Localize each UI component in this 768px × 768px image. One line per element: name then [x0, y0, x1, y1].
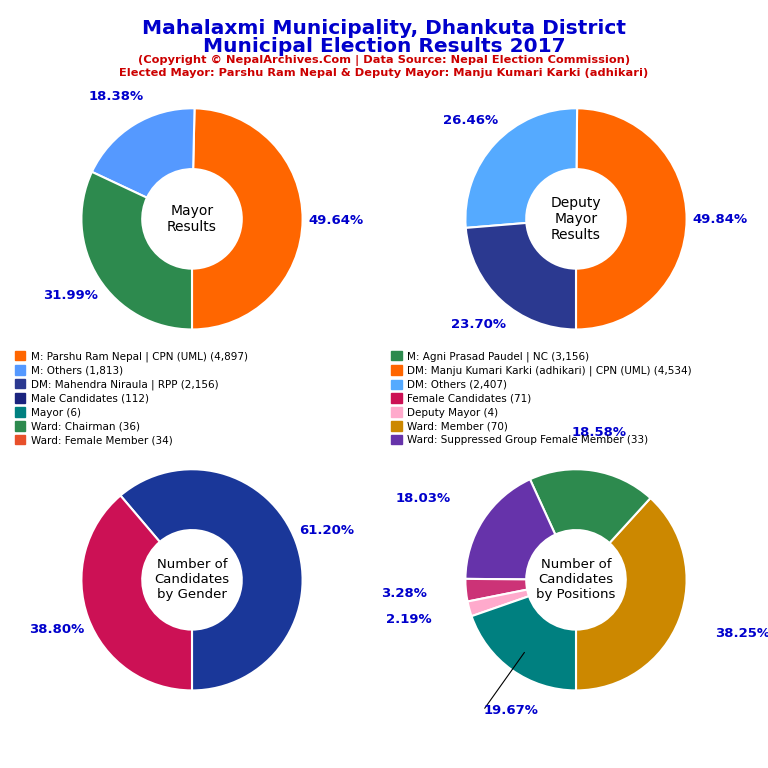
- Text: 19.67%: 19.67%: [483, 704, 538, 717]
- Wedge shape: [576, 108, 687, 329]
- Text: 26.46%: 26.46%: [443, 114, 498, 127]
- Wedge shape: [121, 469, 303, 690]
- Wedge shape: [465, 479, 555, 579]
- Text: Elected Mayor: Parshu Ram Nepal & Deputy Mayor: Manju Kumari Karki (adhikari): Elected Mayor: Parshu Ram Nepal & Deputy…: [119, 68, 649, 78]
- Text: Number of
Candidates
by Gender: Number of Candidates by Gender: [154, 558, 230, 601]
- Text: 61.20%: 61.20%: [300, 524, 355, 537]
- Text: (Copyright © NepalArchives.Com | Data Source: Nepal Election Commission): (Copyright © NepalArchives.Com | Data So…: [138, 55, 630, 66]
- Wedge shape: [465, 223, 576, 329]
- Text: Mayor
Results: Mayor Results: [167, 204, 217, 234]
- Text: 49.64%: 49.64%: [308, 214, 363, 227]
- Text: 18.58%: 18.58%: [571, 425, 627, 439]
- Text: 38.80%: 38.80%: [29, 623, 84, 636]
- Text: Number of
Candidates
by Positions: Number of Candidates by Positions: [536, 558, 616, 601]
- Wedge shape: [530, 469, 650, 543]
- Text: 2.19%: 2.19%: [386, 613, 432, 626]
- Wedge shape: [465, 579, 527, 601]
- Wedge shape: [192, 108, 303, 329]
- Wedge shape: [92, 108, 194, 197]
- Wedge shape: [472, 596, 576, 690]
- Wedge shape: [465, 108, 577, 228]
- Text: Deputy
Mayor
Results: Deputy Mayor Results: [551, 196, 601, 242]
- Legend: M: Agni Prasad Paudel | NC (3,156), DM: Manju Kumari Karki (adhikari) | CPN (UML: M: Agni Prasad Paudel | NC (3,156), DM: …: [389, 349, 694, 448]
- Text: 18.03%: 18.03%: [396, 492, 451, 505]
- Text: 49.84%: 49.84%: [692, 213, 747, 226]
- Text: 18.38%: 18.38%: [89, 90, 144, 103]
- Text: 23.70%: 23.70%: [451, 318, 506, 331]
- Wedge shape: [81, 172, 192, 329]
- Wedge shape: [81, 495, 192, 690]
- Text: Municipal Election Results 2017: Municipal Election Results 2017: [203, 37, 565, 56]
- Text: 31.99%: 31.99%: [43, 290, 98, 303]
- Text: Mahalaxmi Municipality, Dhankuta District: Mahalaxmi Municipality, Dhankuta Distric…: [142, 19, 626, 38]
- Text: 3.28%: 3.28%: [382, 588, 427, 601]
- Wedge shape: [576, 498, 687, 690]
- Text: 38.25%: 38.25%: [715, 627, 768, 641]
- Wedge shape: [468, 590, 529, 616]
